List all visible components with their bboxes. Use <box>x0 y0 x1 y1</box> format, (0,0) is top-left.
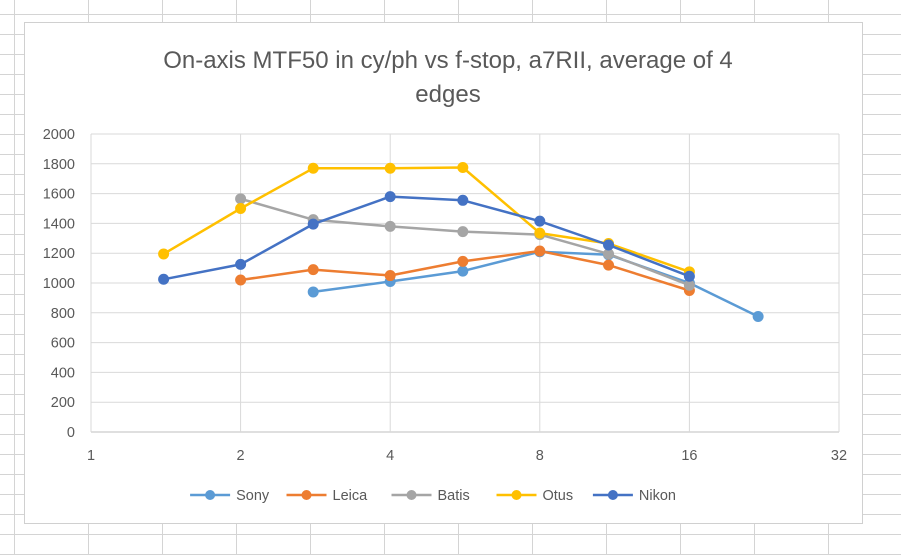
y-tick-label: 200 <box>51 395 75 411</box>
chart-title-line-1: On-axis MTF50 in cy/ph vs f-stop, a7RII,… <box>163 47 733 74</box>
y-tick-label: 1200 <box>43 246 75 262</box>
y-tick-label: 600 <box>51 336 75 352</box>
y-tick-label: 0 <box>67 425 75 441</box>
x-tick-label: 32 <box>831 448 847 464</box>
x-tick-label: 8 <box>536 448 544 464</box>
legend-marker-otus <box>511 490 522 500</box>
data-point-sony <box>457 265 469 277</box>
data-point-otus <box>307 162 319 174</box>
legend-label-otus: Otus <box>543 488 574 504</box>
legend-marker-sony <box>205 490 216 500</box>
y-axis-tick-labels: 0 200 400 600 800 1000 1200 1400 1600 1800 2000 <box>43 127 75 441</box>
series-sony <box>307 246 764 323</box>
chart-title: On-axis MTF50 in cy/ph vs f-stop, a7RII,… <box>163 47 733 108</box>
legend-item-leica: Leica <box>286 488 369 504</box>
legend: Sony Leica Batis Otus Nikon <box>190 488 676 504</box>
data-point-otus <box>384 162 396 174</box>
data-point-leica <box>307 264 319 276</box>
data-point-leica <box>534 245 546 257</box>
legend-item-batis: Batis <box>391 488 470 504</box>
legend-marker-batis <box>406 490 417 500</box>
y-tick-label: 1600 <box>43 187 75 203</box>
legend-marker-leica <box>301 490 312 500</box>
data-point-otus <box>457 162 469 174</box>
line-chart: On-axis MTF50 in cy/ph vs f-stop, a7RII,… <box>43 47 847 504</box>
data-point-otus <box>235 203 247 214</box>
data-point-nikon <box>307 218 319 230</box>
data-point-otus <box>534 227 546 239</box>
data-point-otus <box>158 248 170 260</box>
data-point-nikon <box>384 191 396 203</box>
x-tick-label: 16 <box>681 448 697 464</box>
y-tick-label: 400 <box>51 365 75 381</box>
data-point-leica <box>603 259 615 271</box>
series-leica <box>235 245 695 296</box>
data-point-nikon <box>158 273 170 285</box>
x-tick-label: 1 <box>87 448 95 464</box>
data-point-leica <box>384 270 396 282</box>
y-tick-label: 1400 <box>43 216 75 232</box>
series-line-nikon <box>163 195 690 281</box>
x-axis-tick-labels: 1 2 4 8 16 32 <box>87 448 847 464</box>
data-point-leica <box>457 255 469 267</box>
data-point-nikon <box>683 270 695 282</box>
legend-label-batis: Batis <box>438 488 470 504</box>
data-point-batis <box>235 193 247 205</box>
y-tick-label: 1800 <box>43 157 75 173</box>
x-tick-label: 2 <box>237 448 245 464</box>
data-point-leica <box>235 274 247 286</box>
legend-item-sony: Sony <box>190 488 270 504</box>
legend-label-sony: Sony <box>236 488 270 504</box>
legend-marker-nikon <box>607 490 618 500</box>
series-nikon <box>158 191 695 285</box>
y-tick-label: 800 <box>51 306 75 322</box>
data-point-nikon <box>235 258 247 270</box>
legend-item-nikon: Nikon <box>592 488 676 504</box>
gridlines <box>90 133 840 433</box>
legend-label-leica: Leica <box>333 488 369 504</box>
data-point-batis <box>384 220 396 232</box>
data-point-nikon <box>534 215 546 227</box>
data-point-batis <box>457 226 469 238</box>
chart-area: On-axis MTF50 in cy/ph vs f-stop, a7RII,… <box>24 22 863 524</box>
series-lines <box>158 162 764 323</box>
legend-label-nikon: Nikon <box>639 488 676 504</box>
x-tick-label: 4 <box>386 448 394 464</box>
chart-title-line-2: edges <box>415 81 480 108</box>
data-point-sony <box>752 311 764 323</box>
data-point-nikon <box>457 194 469 206</box>
y-tick-label: 1000 <box>43 276 75 292</box>
data-point-nikon <box>603 239 615 251</box>
data-point-sony <box>307 286 319 298</box>
y-tick-label: 2000 <box>43 127 75 143</box>
legend-item-otus: Otus <box>496 488 574 504</box>
